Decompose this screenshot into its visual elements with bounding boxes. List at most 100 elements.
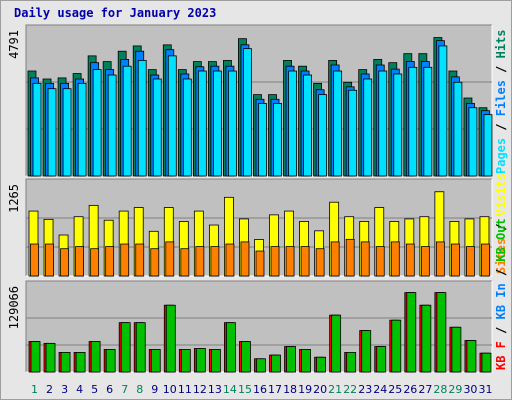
panel-0-shadow-edge — [25, 24, 492, 176]
bar-sites-day-2 — [45, 243, 54, 277]
legend-pages: Pages — [494, 138, 508, 174]
bar-kbout-day-3 — [60, 352, 71, 373]
bar-kbout-day-26 — [406, 292, 417, 373]
bar-pages-day-27 — [423, 66, 433, 177]
day-label-5: 5 — [91, 383, 98, 396]
bar-sites-day-11 — [180, 248, 190, 277]
bar-pages-day-8 — [137, 60, 147, 177]
day-label-16: 16 — [253, 383, 267, 396]
bar-kbout-day-8 — [135, 322, 146, 373]
bar-kbout-day-10 — [165, 304, 176, 373]
bar-pages-day-15 — [243, 48, 252, 177]
bar-sites-day-17 — [270, 246, 280, 277]
bar-sites-day-7 — [120, 243, 130, 277]
bar-kbout-day-14 — [226, 322, 236, 373]
bar-kbout-day-2 — [45, 342, 56, 373]
bar-pages-day-29 — [453, 81, 463, 177]
panel-1-legend: Sites / Visits — [494, 173, 508, 274]
day-label-30: 30 — [463, 383, 477, 396]
bar-pages-day-9 — [152, 78, 162, 177]
bar-sites-day-28 — [435, 241, 445, 277]
bar-kbout-day-15 — [241, 341, 251, 373]
bar-sites-day-10 — [165, 241, 175, 277]
legend-files: Files — [494, 80, 508, 116]
day-label-3: 3 — [61, 383, 68, 396]
bar-sites-day-6 — [105, 246, 115, 277]
bar-sites-day-12 — [195, 246, 205, 277]
bar-sites-day-29 — [451, 243, 460, 277]
bar-pages-day-4 — [77, 82, 87, 177]
panel-1-ymax-label: 1265 — [7, 184, 21, 213]
day-label-27: 27 — [418, 383, 432, 396]
bar-pages-day-28 — [438, 45, 448, 177]
day-label-21: 21 — [328, 383, 342, 396]
bar-pages-day-6 — [107, 74, 117, 177]
day-label-29: 29 — [448, 383, 462, 396]
panel-1-shadow-edge — [25, 178, 492, 276]
bar-pages-day-11 — [182, 78, 192, 177]
bar-pages-day-12 — [197, 70, 207, 177]
bar-pages-day-7 — [122, 65, 132, 177]
day-label-28: 28 — [433, 383, 447, 396]
bar-pages-day-19 — [303, 74, 312, 177]
panel-2-ymax-label: 129066 — [7, 286, 21, 329]
bar-kbout-day-27 — [421, 304, 432, 373]
bar-kbout-day-1 — [30, 341, 41, 373]
legend-kb-in: KB In — [494, 283, 508, 319]
bar-pages-day-23 — [363, 78, 373, 177]
bar-pages-day-18 — [288, 70, 297, 177]
bar-kbout-day-7 — [120, 322, 131, 373]
day-label-26: 26 — [403, 383, 417, 396]
bar-kbout-day-31 — [481, 352, 492, 373]
bar-sites-day-4 — [75, 246, 84, 277]
bar-sites-day-8 — [135, 243, 145, 277]
bar-kbout-day-17 — [271, 354, 281, 373]
bar-kbout-day-24 — [376, 346, 387, 373]
day-label-15: 15 — [238, 383, 252, 396]
day-label-10: 10 — [163, 383, 177, 396]
bar-pages-day-13 — [212, 70, 222, 177]
bar-pages-day-24 — [378, 70, 388, 177]
day-label-25: 25 — [388, 383, 402, 396]
bar-sites-day-21 — [330, 241, 340, 277]
bar-pages-day-14 — [228, 70, 237, 177]
bar-pages-day-17 — [273, 103, 282, 177]
panel-0-legend: Pages / Files / Hits — [494, 29, 508, 174]
bar-pages-day-1 — [32, 82, 42, 177]
bar-sites-day-23 — [360, 241, 370, 277]
bar-sites-day-25 — [390, 241, 400, 277]
bar-pages-day-31 — [483, 114, 493, 177]
day-label-4: 4 — [76, 383, 83, 396]
day-label-6: 6 — [106, 383, 113, 396]
day-label-23: 23 — [358, 383, 372, 396]
bar-sites-day-16 — [255, 250, 265, 277]
bar-kbout-day-16 — [256, 358, 266, 373]
bar-kbout-day-12 — [195, 348, 206, 373]
day-label-14: 14 — [223, 383, 237, 396]
bar-sites-day-27 — [420, 246, 430, 277]
bar-sites-day-26 — [405, 243, 415, 277]
bar-kbout-day-20 — [316, 356, 327, 373]
legend-separator: / — [494, 262, 508, 284]
bar-kbout-day-4 — [75, 352, 86, 373]
legend-sites: Sites — [494, 238, 508, 274]
bar-sites-day-9 — [150, 248, 160, 277]
day-label-11: 11 — [178, 383, 192, 396]
bar-pages-day-26 — [408, 66, 418, 177]
day-label-8: 8 — [136, 383, 143, 396]
legend-hits: Hits — [494, 29, 508, 58]
day-label-7: 7 — [121, 383, 128, 396]
panel-2-shadow-edge — [25, 280, 492, 372]
bar-sites-day-14 — [225, 243, 235, 277]
legend-separator: / — [494, 216, 508, 238]
day-label-1: 1 — [31, 383, 38, 396]
legend-kb-f: KB F — [494, 341, 508, 370]
day-label-2: 2 — [46, 383, 53, 396]
bar-sites-day-18 — [285, 246, 295, 277]
bar-pages-day-25 — [393, 73, 403, 177]
day-label-20: 20 — [313, 383, 327, 396]
bar-pages-day-5 — [92, 69, 102, 177]
day-label-22: 22 — [343, 383, 357, 396]
bar-kbout-day-19 — [301, 349, 311, 373]
bar-kbout-day-18 — [286, 346, 296, 373]
